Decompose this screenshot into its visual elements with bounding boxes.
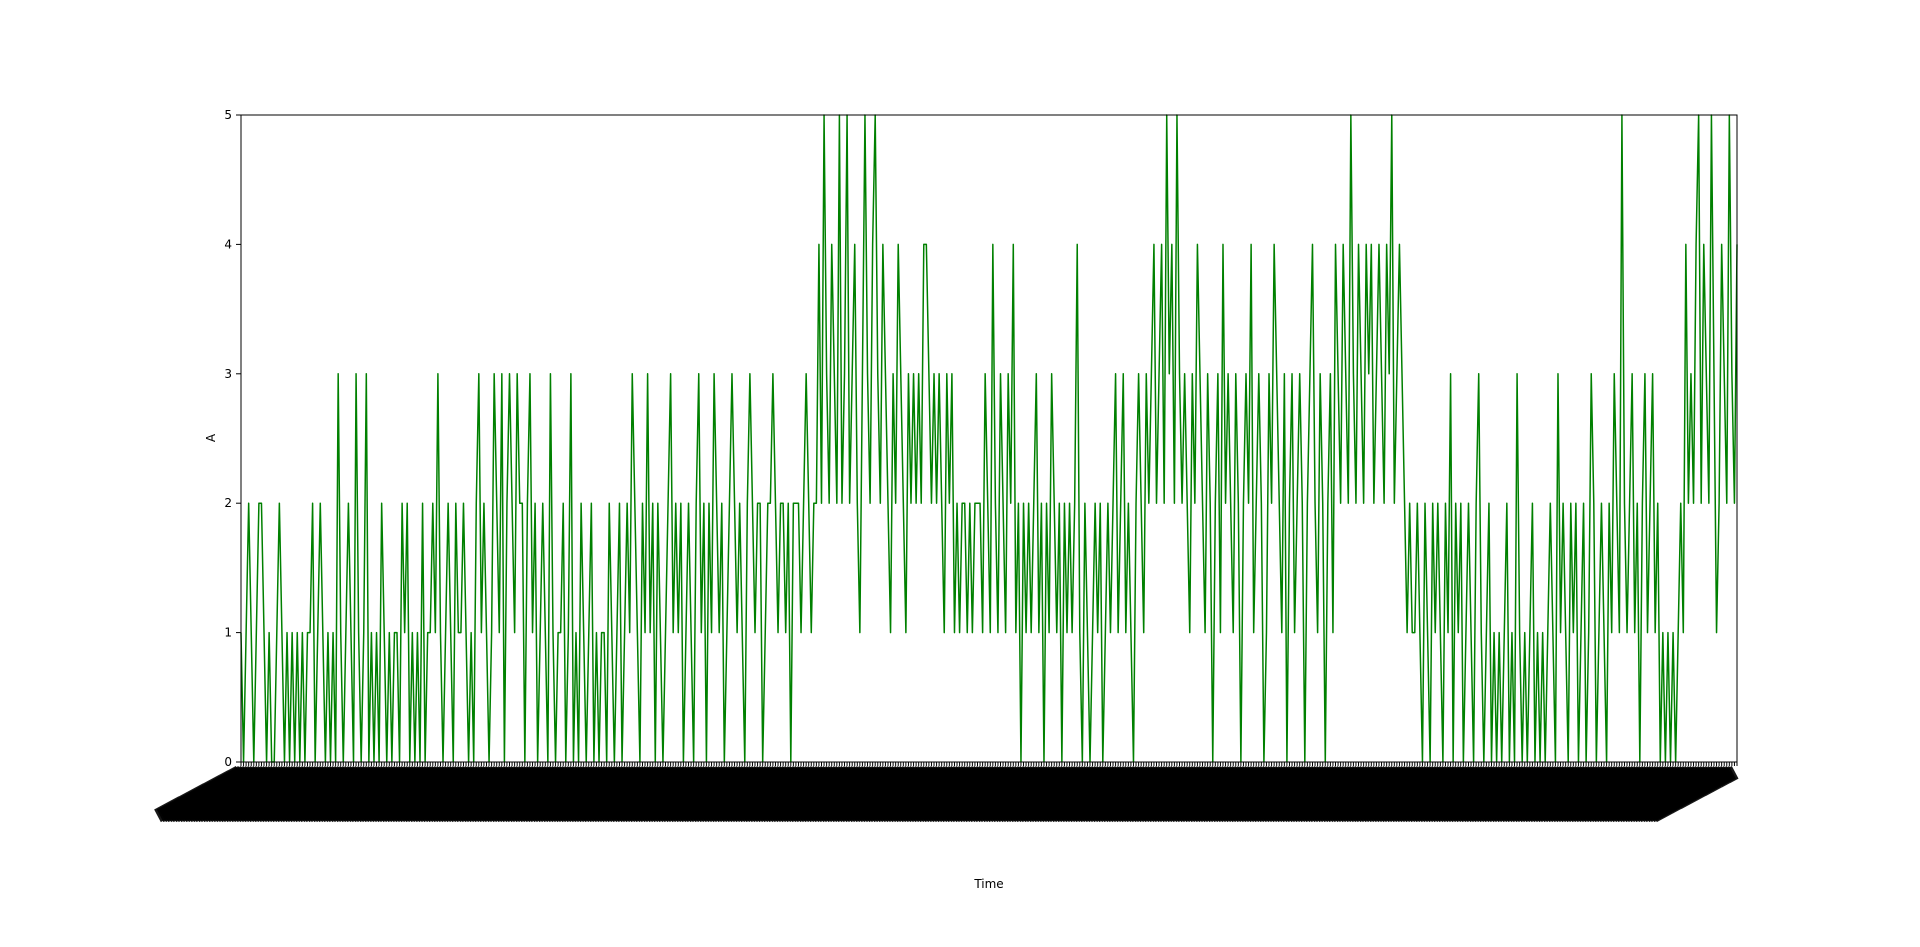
y-tick-label: 4	[224, 237, 232, 251]
x-axis-label: Time	[973, 877, 1003, 891]
y-tick-label: 1	[224, 626, 232, 640]
plot-area-frame	[240, 114, 1738, 763]
y-tick-label: 2	[224, 496, 232, 510]
y-tick-label: 0	[224, 755, 232, 769]
y-tick-label: 3	[224, 367, 232, 381]
y-axis-ticks: 0 1 2 3 4 5	[224, 108, 241, 769]
series-line-0	[240, 114, 1738, 763]
y-axis-label: A	[204, 433, 218, 442]
series-lines	[240, 114, 1738, 763]
x-axis-ticks	[240, 762, 1738, 766]
x-axis-tick-labels: ████████████████████████████████████████…	[153, 765, 1739, 822]
y-tick-label: 5	[224, 108, 232, 122]
